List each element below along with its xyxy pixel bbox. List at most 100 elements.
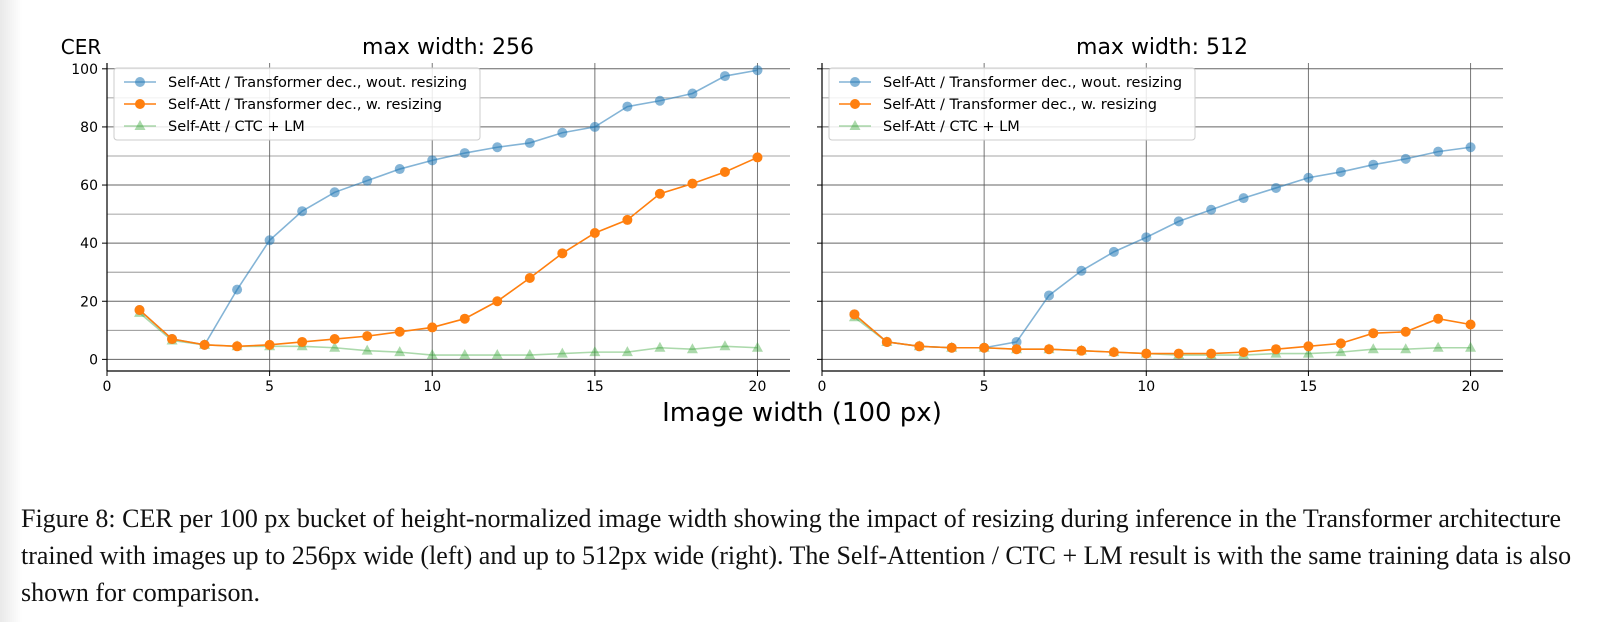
figure-caption: Figure 8: CER per 100 px bucket of heigh… <box>21 504 1572 607</box>
y-tick-label: 0 <box>89 352 98 368</box>
data-point <box>1400 343 1412 354</box>
data-point <box>654 95 665 106</box>
data-point <box>1367 343 1379 354</box>
y-tick-label: 100 <box>71 62 98 78</box>
data-point <box>1335 166 1346 177</box>
data-point <box>849 309 860 320</box>
x-tick-label: 10 <box>423 379 441 395</box>
data-point <box>1011 344 1022 355</box>
data-point <box>199 339 210 350</box>
legend-marker <box>850 99 860 109</box>
legend-label: Self-Att / Transformer dec., w. resizing <box>883 97 1157 113</box>
data-point <box>491 349 503 360</box>
x-tick-label: 15 <box>1300 379 1318 395</box>
data-point <box>1303 341 1314 352</box>
data-point <box>1141 348 1152 359</box>
data-point <box>459 313 470 324</box>
data-point <box>556 347 568 358</box>
data-point <box>621 346 633 357</box>
data-point <box>1302 347 1314 358</box>
data-point <box>134 304 145 315</box>
y-tick-label: 40 <box>80 236 98 252</box>
data-point <box>524 349 536 360</box>
data-point <box>1238 347 1249 358</box>
data-point <box>1335 346 1347 357</box>
data-point <box>167 334 178 345</box>
data-point <box>362 331 373 342</box>
data-point <box>557 127 568 138</box>
x-tick-label: 5 <box>980 379 989 395</box>
series-line-2 <box>138 156 758 348</box>
data-point <box>1076 345 1087 356</box>
data-point <box>1400 326 1411 337</box>
data-point <box>1433 313 1444 324</box>
data-point <box>1335 338 1346 349</box>
data-point <box>1271 344 1281 355</box>
data-point <box>622 101 633 112</box>
data-point <box>557 248 568 259</box>
x-tick-label: 0 <box>103 379 112 395</box>
data-point <box>1108 347 1119 358</box>
data-point <box>1011 336 1022 347</box>
data-point <box>1238 193 1249 204</box>
figure-charts: CER Image width (100 px) max width: 256 0… <box>61 35 1503 428</box>
data-point <box>589 346 601 357</box>
data-point <box>914 341 925 352</box>
series-line-3 <box>853 316 1471 356</box>
chart-title: max width: 256 <box>362 35 534 60</box>
x-tick-label: 20 <box>749 379 767 395</box>
page-edge-shadow <box>0 0 22 622</box>
data-point <box>362 175 373 186</box>
y-axis-label: CER <box>61 35 102 59</box>
legend-box <box>828 67 1196 141</box>
data-point <box>524 273 535 284</box>
data-point <box>1400 153 1411 164</box>
data-point <box>622 214 633 225</box>
data-point <box>394 346 406 357</box>
data-point <box>589 121 600 132</box>
data-point <box>492 296 503 307</box>
x-tick-label: 15 <box>586 379 604 395</box>
data-point <box>329 187 340 198</box>
data-point <box>394 326 405 337</box>
data-point <box>459 148 470 159</box>
data-point <box>1433 146 1444 157</box>
data-point <box>329 341 341 352</box>
legend-marker <box>850 77 860 87</box>
data-point <box>686 343 698 354</box>
legend-marker <box>135 77 145 87</box>
series-line-3 <box>139 312 758 356</box>
data-point <box>946 342 957 353</box>
data-point <box>1368 328 1379 339</box>
y-tick-label: 20 <box>80 294 98 310</box>
data-point <box>459 349 471 360</box>
data-point <box>1303 172 1314 183</box>
data-point <box>492 142 503 153</box>
data-point <box>1044 290 1054 301</box>
legend-marker <box>849 120 861 130</box>
data-point <box>264 235 275 246</box>
data-point <box>427 155 438 166</box>
chart-panel-1: max width: 256 0 20 40 60 80 100 0 5 10 15 20 Self-A… <box>71 35 790 395</box>
legend-label: Self-Att / CTC + LM <box>883 119 1020 135</box>
data-point <box>589 227 600 238</box>
data-point <box>1206 204 1217 215</box>
data-point <box>752 152 763 163</box>
data-point <box>654 341 666 352</box>
series-line-2 <box>853 313 1471 355</box>
data-point <box>1432 341 1444 352</box>
legend-label: Self-Att / Transformer dec., wout. resiz… <box>883 75 1182 91</box>
x-tick-label: 5 <box>265 379 274 395</box>
legend-box <box>113 67 481 141</box>
data-point <box>719 340 731 351</box>
data-point <box>687 178 698 189</box>
data-point <box>264 339 275 350</box>
data-point <box>654 188 665 199</box>
x-tick-label: 0 <box>818 379 827 395</box>
legend-label: Self-Att / Transformer dec., wout. resiz… <box>168 75 467 91</box>
data-point <box>1173 348 1184 359</box>
data-point <box>752 65 763 76</box>
data-point <box>361 344 373 355</box>
data-point <box>1368 159 1379 170</box>
